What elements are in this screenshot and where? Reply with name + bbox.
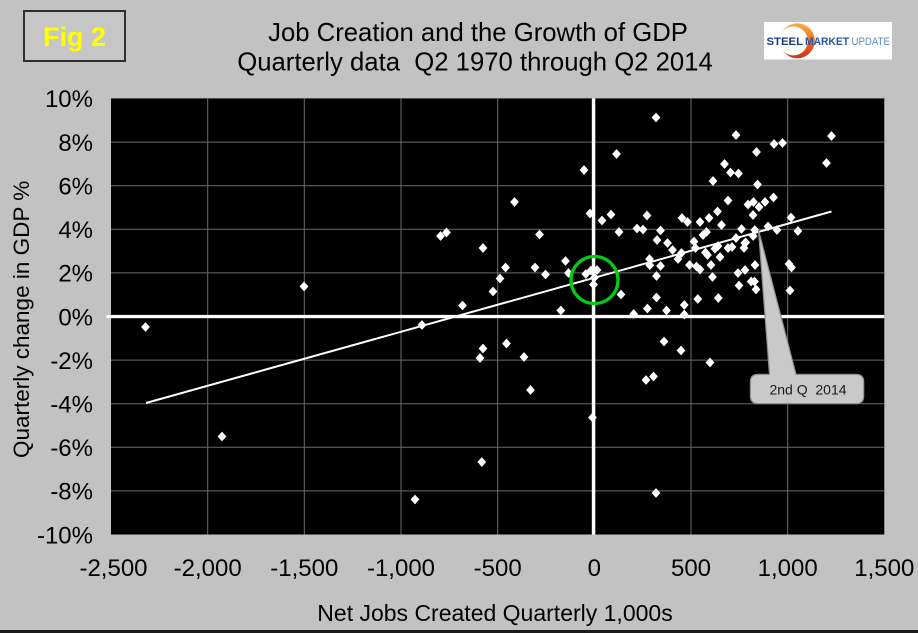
svg-text:-4%: -4% bbox=[50, 392, 93, 419]
svg-text:1,500: 1,500 bbox=[854, 555, 914, 582]
svg-text:-8%: -8% bbox=[50, 479, 93, 506]
svg-text:Quarterly change in GDP %: Quarterly change in GDP % bbox=[9, 181, 34, 458]
svg-text:500: 500 bbox=[671, 555, 711, 582]
svg-text:-2%: -2% bbox=[50, 348, 93, 375]
svg-text:-6%: -6% bbox=[50, 435, 93, 462]
svg-text:10%: 10% bbox=[45, 86, 93, 113]
svg-text:UPDATE: UPDATE bbox=[852, 36, 891, 48]
svg-text:1,000: 1,000 bbox=[758, 555, 818, 582]
svg-text:-500: -500 bbox=[474, 555, 522, 582]
svg-text:0: 0 bbox=[588, 555, 601, 582]
svg-text:4%: 4% bbox=[58, 217, 93, 244]
svg-text:Job Creation and the Growth of: Job Creation and the Growth of GDP bbox=[268, 19, 688, 47]
svg-text:-10%: -10% bbox=[37, 522, 93, 549]
svg-text:-1,000: -1,000 bbox=[367, 555, 435, 582]
svg-text:0%: 0% bbox=[58, 304, 93, 331]
svg-text:MARKET: MARKET bbox=[805, 36, 849, 48]
svg-text:6%: 6% bbox=[58, 173, 93, 200]
svg-text:-1,500: -1,500 bbox=[270, 555, 338, 582]
svg-text:-2,500: -2,500 bbox=[79, 555, 147, 582]
svg-text:Quarterly data Q2 1970 throug: Quarterly data Q2 1970 through Q2 2014 bbox=[237, 49, 713, 77]
svg-text:STEEL: STEEL bbox=[767, 36, 804, 48]
svg-text:2%: 2% bbox=[58, 261, 93, 288]
svg-text:-2,000: -2,000 bbox=[174, 555, 242, 582]
svg-text:Net Jobs Created Quarterly 1,0: Net Jobs Created Quarterly 1,000s bbox=[317, 600, 672, 626]
svg-text:8%: 8% bbox=[58, 130, 93, 157]
svg-text:Fig 2: Fig 2 bbox=[43, 22, 106, 52]
svg-text:2nd Q 2014: 2nd Q 2014 bbox=[769, 382, 846, 398]
